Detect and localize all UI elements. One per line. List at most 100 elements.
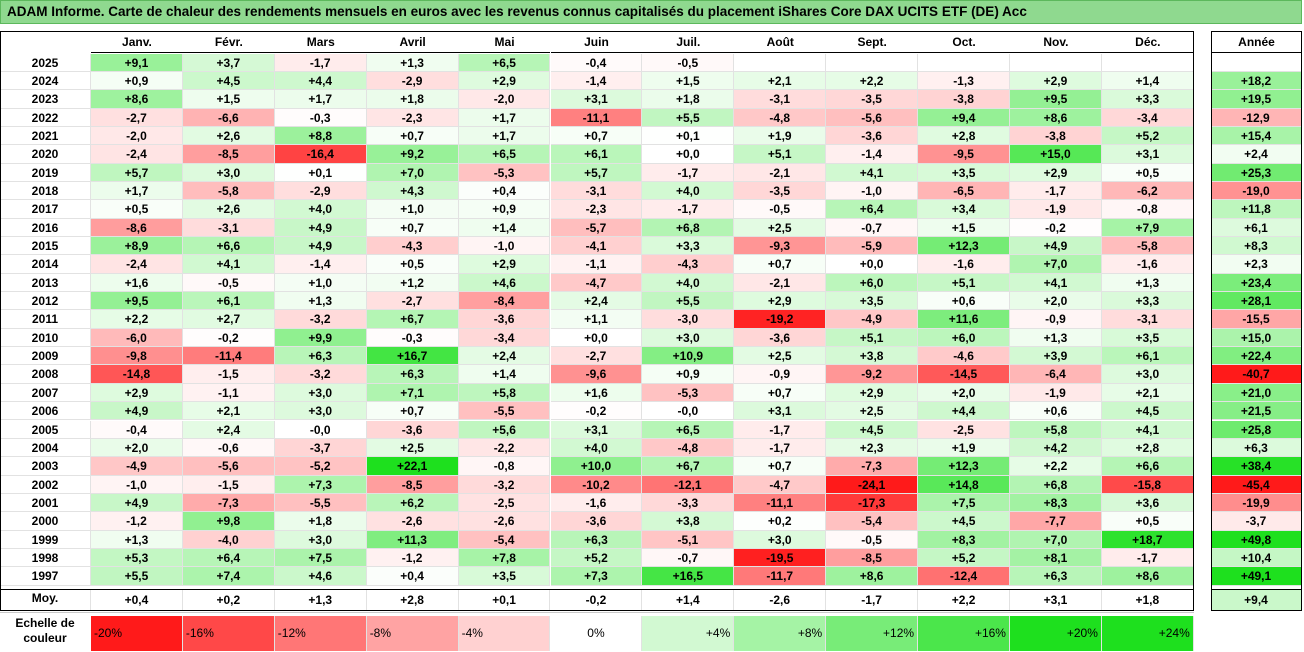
heatmap-cell: -1,4 [826,145,919,164]
heatmap-cell: +0,4 [458,181,551,201]
heatmap-cell: +4,1 [1010,273,1102,293]
heatmap-cell: +5,1 [826,328,919,348]
heatmap-cell: -0,3 [366,328,459,348]
heatmap-cell: +2,9 [1010,71,1102,91]
heatmap-cell: +16,7 [366,347,459,366]
heatmap-cell: +8,8 [274,126,367,146]
heatmap-cell: -1,0 [826,181,919,201]
heatmap-cell: +6,3 [550,530,643,549]
heatmap-cell: -5,5 [458,402,551,421]
year-label: 1999 [0,530,91,549]
color-scale-swatch: 0% [550,616,643,651]
heatmap-cell: +3,3 [642,237,735,256]
heatmap-cell: -0,6 [182,438,275,458]
average-cell: +0,1 [458,588,551,611]
heatmap-cell: -3,6 [734,328,827,348]
heatmap-cell: +3,4 [918,200,1010,219]
heatmap-cell: -16,4 [274,145,367,164]
heatmap-cell: -1,7 [1010,181,1102,201]
heatmap-cell: -0,3 [274,108,367,127]
color-scale-swatch: +8% [734,616,827,651]
color-scale-swatch: +24% [1101,616,1194,651]
average-cell: -2,6 [734,588,827,611]
heatmap-cell: +1,7 [91,181,183,201]
heatmap-cell: -3,6 [826,126,919,146]
heatmap-cell: -1,1 [550,255,643,274]
heatmap-cell: -0,2 [1010,218,1102,237]
heatmap-cell: -2,9 [366,71,459,91]
heatmap-cell: +4,0 [550,438,643,458]
heatmap-cell: -2,0 [458,90,551,109]
heatmap-cell: +6,2 [366,493,459,513]
heatmap-cell: +2,5 [734,218,827,237]
heatmap-cell: -5,1 [642,530,735,549]
heatmap-cell: +6,3 [1010,567,1102,586]
heatmap-cell: +3,5 [918,163,1010,182]
heatmap-cell: +1,5 [182,90,275,109]
heatmap-cell: -5,6 [826,108,919,127]
heatmap-cell: +6,5 [458,145,551,164]
heatmap-cell: -8,4 [458,292,551,311]
heatmap-cell: +4,9 [91,402,183,421]
heatmap-cell: +2,6 [182,126,275,146]
color-scale-swatch: +20% [1010,616,1102,651]
year-label: 2000 [0,512,91,531]
heatmap-cell: -5,8 [182,181,275,201]
heatmap-cell: +6,4 [826,200,919,219]
annual-cell: +21,5 [1211,402,1302,421]
heatmap-cell: +9,9 [274,328,367,348]
annual-cell: +2,3 [1211,255,1302,274]
month-header: Mars [274,31,367,53]
heatmap-cell: +3,0 [274,383,367,403]
color-scale-label: Echelle de couleur [0,613,90,651]
heatmap-cell: +2,9 [734,292,827,311]
annual-header: Année [1211,31,1302,53]
color-scale-swatch: -4% [458,616,551,651]
heatmap-cell: +5,3 [91,548,183,568]
heatmap-cell: -3,1 [550,181,643,201]
heatmap-cell: -3,1 [734,90,827,109]
heatmap-cell: +0,1 [274,163,367,182]
heatmap-cell: +4,2 [1010,438,1102,458]
heatmap-cell: -3,4 [1101,108,1194,127]
heatmap-cell: +2,9 [458,71,551,91]
heatmap-cell: -17,3 [826,493,919,513]
heatmap-cell: -2,5 [918,420,1010,439]
heatmap-cell: -0,8 [458,457,551,476]
heatmap-cell [918,53,1010,72]
heatmap-cell: +6,3 [274,347,367,366]
heatmap-cell: +3,8 [642,512,735,531]
year-label: 2008 [0,365,91,384]
heatmap-cell [734,53,827,72]
heatmap-cell: -1,9 [1010,383,1102,403]
heatmap-cell: +2,8 [918,126,1010,146]
month-header: Déc. [1101,31,1194,53]
heatmap-cell: -0,8 [1101,200,1194,219]
heatmap-cell: +0,7 [366,126,459,146]
heatmap-cell: -2,3 [366,108,459,127]
heatmap-cell: -0,5 [826,530,919,549]
month-header: Janv. [91,31,183,53]
heatmap-cell: +6,7 [366,310,459,329]
heatmap-cell: +1,4 [458,218,551,237]
average-cell: +1,4 [642,588,735,611]
heatmap-cell: +8,6 [91,90,183,109]
heatmap-cell: -12,1 [642,475,735,494]
heatmap-cell: +2,2 [826,71,919,91]
average-cell: +2,2 [918,588,1010,611]
heatmap-cell: -3,4 [458,328,551,348]
heatmap-cell: +4,0 [642,181,735,201]
heatmap-cell: +4,9 [91,493,183,513]
heatmap-cell: +3,0 [274,402,367,421]
heatmap-cell: +6,1 [550,145,643,164]
heatmap-cell: +0,4 [366,567,459,586]
heatmap-cell: +4,0 [274,200,367,219]
heatmap-cell: +8,6 [826,567,919,586]
heatmap-cell: -2,3 [550,200,643,219]
heatmap-cell: -2,4 [91,145,183,164]
heatmap-cell: -4,9 [91,457,183,476]
heatmap-cell: +0,5 [366,255,459,274]
heatmap-cell: -5,4 [458,530,551,549]
heatmap-cell: -2,7 [366,292,459,311]
heatmap-cell: +2,4 [550,292,643,311]
